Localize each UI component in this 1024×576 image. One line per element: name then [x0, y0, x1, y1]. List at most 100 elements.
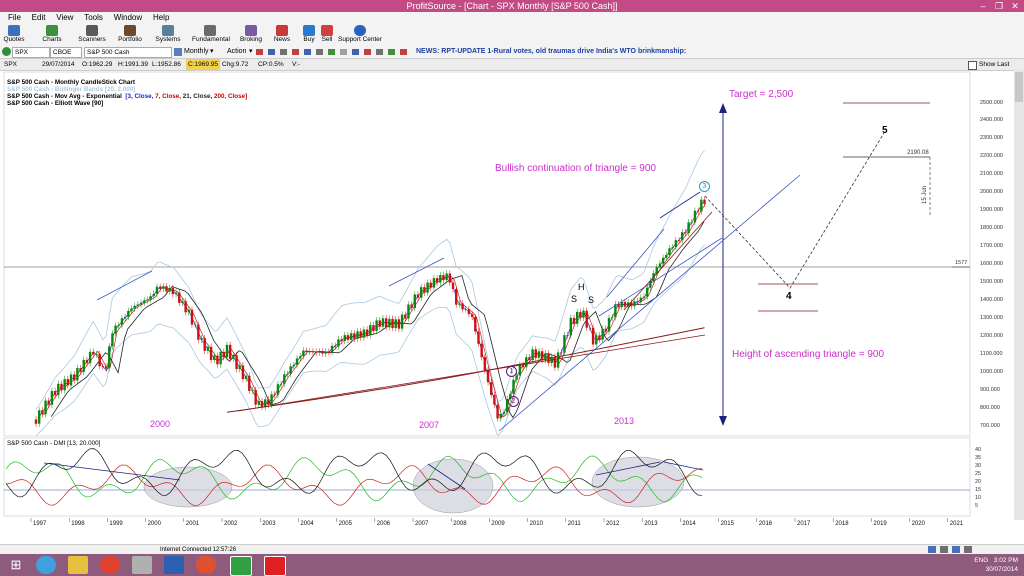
action-menu[interactable]: Action	[227, 48, 247, 55]
support-center-button[interactable]: Support Center	[338, 24, 382, 46]
chart-area[interactable]: S&P 500 Cash - Monthly CandleStick Chart…	[0, 70, 1024, 552]
tray-language[interactable]: ENG	[974, 557, 989, 564]
tool-icon-4[interactable]	[292, 49, 299, 55]
legend-ema-param-7: 7, Close,	[153, 93, 182, 100]
info-change-pct: CP:0.5%	[258, 61, 284, 68]
period-select[interactable]: Monthly	[184, 48, 209, 55]
tool-icon-2[interactable]	[268, 49, 275, 55]
system-tray[interactable]: ENG 3:02 PM 30/07/2014	[974, 556, 1018, 574]
candle-body	[337, 339, 340, 347]
tool-icon-11[interactable]	[376, 49, 383, 55]
show-last-checkbox[interactable]	[968, 61, 977, 70]
chart-canvas[interactable]	[0, 70, 1024, 552]
menu-edit[interactable]: Edit	[31, 13, 46, 22]
calculator-icon[interactable]	[132, 556, 152, 574]
candle-body	[391, 318, 394, 329]
candle-body	[184, 301, 187, 313]
candle-body	[57, 383, 60, 396]
candle-body	[483, 357, 487, 371]
tray-date[interactable]: 30/07/2014	[985, 566, 1018, 573]
candle-body	[614, 304, 617, 318]
quotes-button[interactable]: Quotes	[2, 24, 26, 46]
candle-body	[260, 401, 264, 408]
status-icon-2[interactable]	[940, 546, 948, 553]
fundamental-button[interactable]: Fundamental	[192, 24, 230, 46]
status-icon-4[interactable]	[964, 546, 972, 553]
scrollbar-thumb[interactable]	[1015, 72, 1023, 102]
portfolio-button[interactable]: Portfolio	[116, 24, 144, 46]
candle-body	[286, 373, 289, 375]
candle-body	[445, 273, 448, 281]
ie-icon[interactable]	[36, 556, 56, 574]
time-tick-label: 2013	[644, 521, 658, 527]
news-ticker[interactable]: NEWS: RPT-UPDATE 1-Rural votes, old trau…	[416, 48, 687, 55]
systems-button[interactable]: Systems	[154, 24, 182, 46]
restore-button[interactable]: ❐	[994, 1, 1004, 11]
broking-button[interactable]: Broking	[238, 24, 264, 46]
candle-body	[544, 353, 547, 361]
horizontal-line-price: 1577	[955, 260, 968, 266]
candle-body	[146, 299, 149, 301]
tool-icon-1[interactable]	[256, 49, 263, 55]
tool-icon-7[interactable]	[328, 49, 335, 55]
trend-arrow-2000	[96, 270, 153, 301]
close-button[interactable]: ✕	[1011, 1, 1019, 11]
menu-window[interactable]: Window	[113, 13, 143, 22]
symbol-input[interactable]: SPX	[12, 47, 50, 58]
scanners-button[interactable]: Scanners	[78, 24, 106, 46]
start-icon[interactable]: ⊞	[6, 556, 26, 574]
sell-button[interactable]: Sell	[318, 24, 336, 46]
candle-body	[108, 346, 111, 369]
candle-body	[193, 324, 197, 326]
tool-icon-12[interactable]	[388, 49, 395, 55]
charts-button[interactable]: Charts	[40, 24, 64, 46]
tool-icon-3[interactable]	[280, 49, 287, 55]
app-icon[interactable]	[230, 556, 252, 576]
network-icon[interactable]	[196, 556, 216, 574]
chrome-icon[interactable]	[100, 556, 120, 574]
buy-button[interactable]: Buy	[300, 24, 318, 46]
title-bar: ProfitSource - [Chart - SPX Monthly [S&P…	[0, 0, 1024, 12]
period-dropdown-icon[interactable]: ▾	[210, 48, 214, 55]
candle-body	[349, 333, 353, 340]
exchange-input[interactable]: CBOE	[50, 47, 82, 58]
status-icon-1[interactable]	[928, 546, 936, 553]
candle-body	[362, 329, 366, 338]
word-icon[interactable]	[164, 556, 184, 574]
menu-view[interactable]: View	[56, 13, 74, 22]
candle-body	[690, 222, 693, 224]
tool-icon-8[interactable]	[340, 49, 347, 55]
profitsource-icon[interactable]	[264, 556, 286, 576]
tool-icon-9[interactable]	[352, 49, 359, 55]
candle-body	[480, 343, 483, 358]
candle-body	[448, 273, 452, 283]
security-name-input[interactable]: S&P 500 Cash	[84, 47, 172, 58]
candle-body	[553, 356, 557, 368]
status-icon-3[interactable]	[952, 546, 960, 553]
candle-body	[531, 349, 534, 361]
minimize-button[interactable]: –	[980, 1, 986, 11]
legend-ema-param-200: 200, Close]	[212, 93, 248, 100]
tool-icon-5[interactable]	[304, 49, 311, 55]
candle-body	[41, 410, 44, 415]
folder-icon[interactable]	[68, 556, 88, 574]
candle-body	[416, 294, 420, 298]
menu-tools[interactable]: Tools	[84, 13, 103, 22]
period-icon	[174, 48, 182, 56]
candle-body	[311, 351, 315, 353]
systems-icon	[162, 25, 174, 36]
time-tick-label: 1997	[33, 521, 47, 527]
tool-icon-10[interactable]	[364, 49, 371, 55]
menu-file[interactable]: File	[8, 13, 21, 22]
time-tick-label: 2019	[873, 521, 887, 527]
tool-icon-6[interactable]	[316, 49, 323, 55]
tray-time[interactable]: 3:02 PM	[993, 557, 1018, 564]
candle-body	[540, 351, 544, 361]
news-button[interactable]: News	[272, 24, 292, 46]
bullish-annotation: Bullish continuation of triangle = 900	[495, 163, 656, 174]
action-dropdown-icon[interactable]: ▾	[249, 48, 253, 55]
vertical-scrollbar[interactable]	[1014, 70, 1024, 520]
candle-body	[133, 305, 136, 309]
menu-help[interactable]: Help	[152, 13, 170, 22]
news-flash-icon[interactable]	[400, 49, 407, 55]
